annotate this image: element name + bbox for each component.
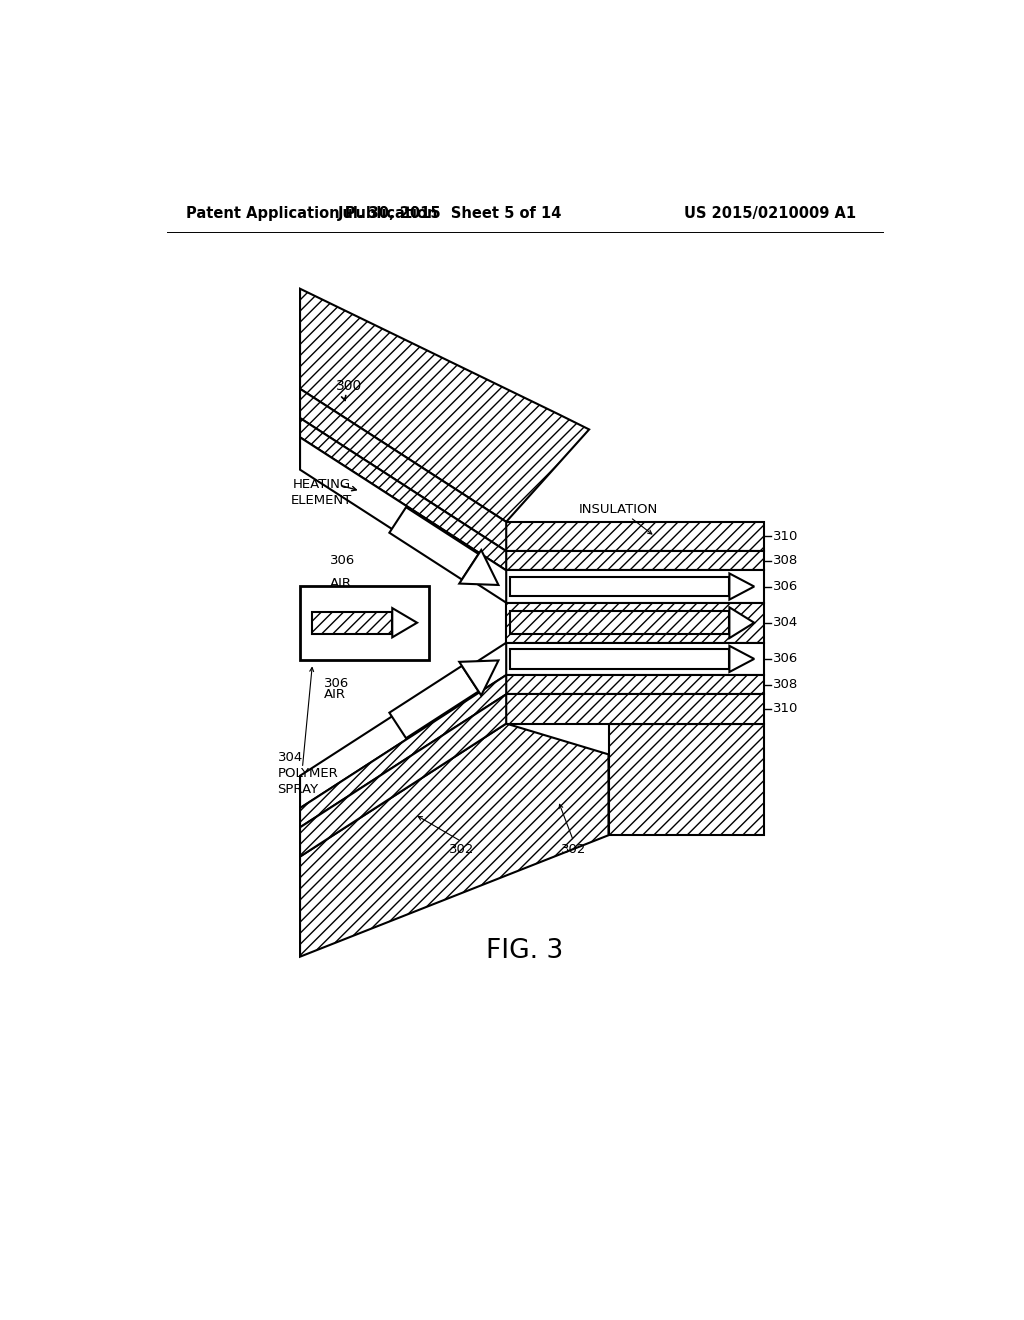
Text: 306: 306 — [330, 553, 354, 566]
Polygon shape — [300, 437, 506, 603]
Polygon shape — [729, 607, 755, 638]
Text: 304
POLYMER
SPRAY: 304 POLYMER SPRAY — [278, 751, 338, 796]
Polygon shape — [506, 675, 764, 694]
Polygon shape — [460, 550, 499, 585]
Text: AIR: AIR — [324, 688, 346, 701]
Polygon shape — [389, 507, 478, 579]
Polygon shape — [510, 611, 729, 635]
Polygon shape — [300, 675, 506, 828]
Text: AIR: AIR — [330, 577, 351, 590]
Polygon shape — [506, 694, 764, 723]
Text: 306: 306 — [773, 652, 798, 665]
Text: INSULATION: INSULATION — [579, 503, 658, 516]
Polygon shape — [392, 609, 417, 638]
Text: Jul. 30, 2015  Sheet 5 of 14: Jul. 30, 2015 Sheet 5 of 14 — [338, 206, 562, 222]
Text: 306: 306 — [773, 579, 798, 593]
Text: 304: 304 — [773, 616, 798, 630]
Polygon shape — [506, 552, 764, 570]
Polygon shape — [506, 521, 764, 552]
Polygon shape — [510, 649, 729, 669]
Text: 308: 308 — [773, 554, 798, 568]
Polygon shape — [300, 643, 506, 808]
Polygon shape — [300, 418, 506, 570]
Text: FIG. 3: FIG. 3 — [486, 939, 563, 965]
Text: HEATING
ELEMENT: HEATING ELEMENT — [291, 478, 352, 507]
Polygon shape — [300, 389, 506, 552]
Polygon shape — [300, 586, 429, 660]
Polygon shape — [729, 645, 755, 672]
Polygon shape — [510, 577, 729, 597]
Polygon shape — [608, 723, 764, 836]
Polygon shape — [300, 289, 589, 521]
Polygon shape — [506, 603, 764, 643]
Polygon shape — [300, 723, 608, 957]
Polygon shape — [389, 665, 478, 738]
Text: 310: 310 — [773, 702, 798, 715]
Text: 300: 300 — [336, 379, 361, 392]
Polygon shape — [506, 643, 764, 675]
Text: 302: 302 — [561, 843, 587, 855]
Polygon shape — [311, 611, 392, 634]
Text: US 2015/0210009 A1: US 2015/0210009 A1 — [684, 206, 856, 222]
Text: 310: 310 — [773, 529, 798, 543]
Polygon shape — [300, 694, 506, 857]
Text: Patent Application Publication: Patent Application Publication — [186, 206, 437, 222]
Polygon shape — [729, 573, 755, 599]
Text: 308: 308 — [773, 678, 798, 692]
Polygon shape — [460, 660, 499, 696]
Polygon shape — [506, 570, 764, 603]
Text: 306: 306 — [324, 677, 349, 690]
Text: 302: 302 — [449, 843, 474, 855]
